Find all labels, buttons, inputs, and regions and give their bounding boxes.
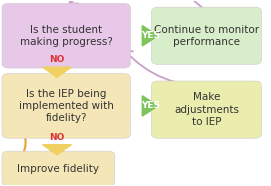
FancyBboxPatch shape <box>151 81 262 138</box>
FancyBboxPatch shape <box>2 151 115 186</box>
Text: Improve fidelity: Improve fidelity <box>17 164 99 174</box>
FancyBboxPatch shape <box>2 74 130 138</box>
FancyArrowPatch shape <box>13 120 26 167</box>
Polygon shape <box>142 26 158 46</box>
Text: YES: YES <box>141 31 160 40</box>
Polygon shape <box>43 145 72 155</box>
Text: Continue to monitor
performance: Continue to monitor performance <box>154 25 259 47</box>
Text: NO: NO <box>49 55 65 64</box>
FancyArrowPatch shape <box>70 0 205 10</box>
Text: Make
adjustments
to IEP: Make adjustments to IEP <box>174 92 239 127</box>
Polygon shape <box>142 96 158 116</box>
Polygon shape <box>43 67 72 77</box>
Text: NO: NO <box>49 133 65 142</box>
Text: Is the IEP being
implemented with
fidelity?: Is the IEP being implemented with fideli… <box>19 89 114 123</box>
FancyBboxPatch shape <box>151 7 262 64</box>
FancyBboxPatch shape <box>2 4 130 68</box>
Text: YES: YES <box>141 101 160 110</box>
FancyArrowPatch shape <box>124 50 214 86</box>
Text: Is the student
making progress?: Is the student making progress? <box>20 25 113 47</box>
